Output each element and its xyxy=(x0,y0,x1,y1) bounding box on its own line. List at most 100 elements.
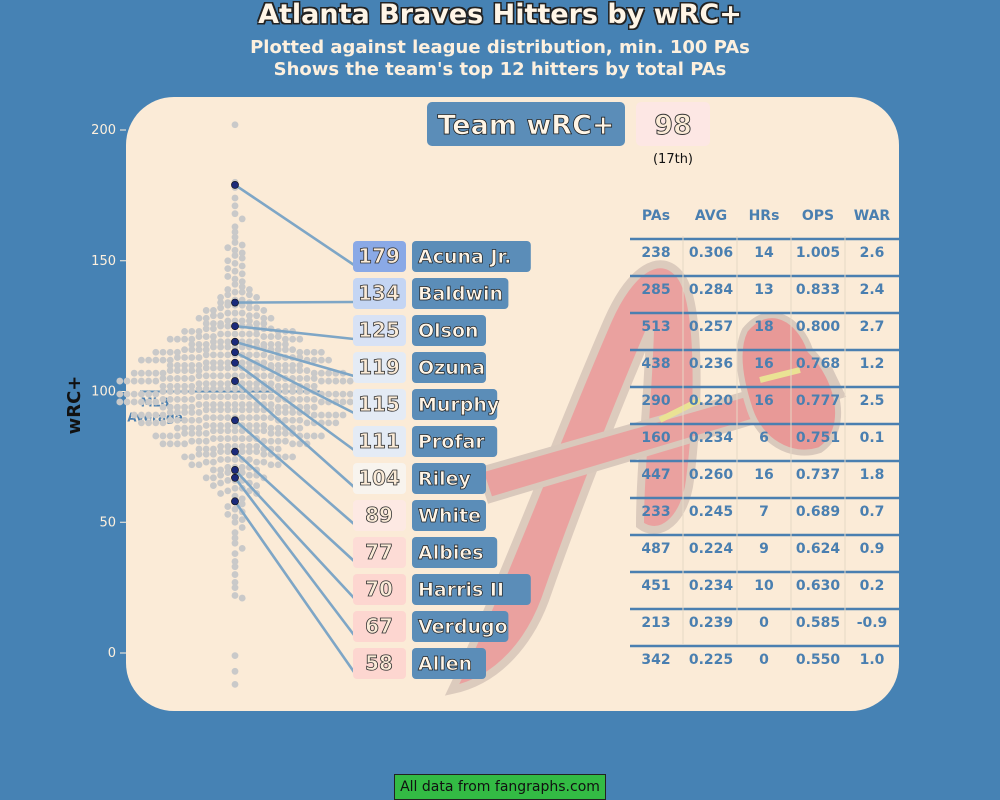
player-wrc-box xyxy=(353,315,406,346)
league-point xyxy=(274,437,282,445)
league-point xyxy=(166,432,174,440)
league-point xyxy=(188,453,196,461)
player-point xyxy=(231,322,239,331)
league-point xyxy=(260,314,268,322)
league-point xyxy=(238,524,246,531)
league-point xyxy=(238,283,246,291)
league-point xyxy=(253,414,260,422)
league-point xyxy=(267,393,275,401)
league-point xyxy=(166,335,174,343)
league-point xyxy=(231,401,239,408)
league-point xyxy=(253,380,260,388)
league-point xyxy=(195,341,203,348)
league-point xyxy=(267,372,275,380)
league-point xyxy=(166,440,174,448)
league-point xyxy=(310,403,318,411)
league-point xyxy=(166,348,174,356)
league-point xyxy=(210,445,217,453)
league-point xyxy=(253,330,260,338)
player-name-box xyxy=(412,611,509,642)
league-point xyxy=(332,390,340,398)
league-point xyxy=(238,288,246,296)
league-point xyxy=(231,223,239,231)
league-point xyxy=(210,325,217,333)
table-cell: 0 xyxy=(759,652,769,668)
league-point xyxy=(145,411,153,419)
table-cell: 1.005 xyxy=(796,245,840,261)
player-point xyxy=(231,358,239,367)
player-name-box xyxy=(412,537,498,568)
league-point xyxy=(130,377,138,385)
league-point xyxy=(238,262,246,270)
league-point xyxy=(174,382,181,390)
y-tick-label: 100 xyxy=(91,385,116,400)
league-point xyxy=(253,406,260,414)
league-point xyxy=(246,312,253,320)
team-wrc-rank: (17th) xyxy=(653,152,693,167)
league-point xyxy=(339,390,347,398)
league-point xyxy=(238,393,246,401)
table-cell: 6 xyxy=(759,430,769,446)
league-point xyxy=(210,401,217,408)
table-cell: 290 xyxy=(641,393,670,409)
league-point xyxy=(253,458,260,466)
league-point xyxy=(174,395,181,403)
table-cell: 0.239 xyxy=(689,615,733,631)
table-cell: 0.550 xyxy=(796,652,841,668)
league-point xyxy=(174,409,181,416)
league-point xyxy=(181,403,189,411)
league-point xyxy=(174,375,181,382)
table-cell: 0.284 xyxy=(689,282,734,298)
team-wrc-value-box xyxy=(636,102,710,146)
league-point xyxy=(217,448,225,456)
table-cell: 2.5 xyxy=(860,393,885,409)
league-point xyxy=(310,411,318,419)
league-point xyxy=(231,259,239,267)
player-wrc-box xyxy=(353,463,406,494)
league-point xyxy=(188,346,196,354)
player-name-box xyxy=(412,389,498,420)
league-point xyxy=(159,395,167,403)
league-point xyxy=(246,385,253,393)
player-connector xyxy=(234,361,355,452)
league-point xyxy=(174,388,181,395)
league-point xyxy=(159,440,167,448)
league-point xyxy=(202,307,210,314)
player-wrc-box xyxy=(353,389,406,420)
league-point xyxy=(238,414,246,422)
table-cell: 0.234 xyxy=(689,578,734,594)
league-point xyxy=(166,367,174,374)
league-point xyxy=(282,429,289,437)
league-point xyxy=(202,380,210,388)
league-point xyxy=(217,393,225,401)
league-point xyxy=(231,280,239,288)
player-wrc-value: 125 xyxy=(358,318,400,342)
league-point xyxy=(246,304,253,312)
league-point xyxy=(231,317,239,325)
league-point xyxy=(181,382,189,390)
player-wrc-value: 179 xyxy=(358,244,400,268)
league-point xyxy=(310,369,318,377)
league-point xyxy=(296,424,304,432)
league-point xyxy=(224,427,232,435)
league-point xyxy=(231,343,239,351)
league-point xyxy=(217,401,225,408)
table-cell: 451 xyxy=(641,578,670,594)
league-point xyxy=(253,338,260,346)
league-point xyxy=(188,375,196,382)
league-point xyxy=(224,463,232,471)
player-connector xyxy=(234,351,355,415)
league-point xyxy=(145,398,153,406)
league-point xyxy=(166,356,174,364)
league-point xyxy=(159,432,167,440)
league-point xyxy=(231,539,239,547)
player-name-box xyxy=(412,574,531,605)
team-wrc-value: 98 xyxy=(654,110,692,141)
y-tick-label: 0 xyxy=(108,646,116,661)
league-point xyxy=(238,215,246,223)
league-point xyxy=(202,359,210,367)
league-point xyxy=(289,346,296,354)
league-point xyxy=(238,406,246,414)
league-point xyxy=(274,461,282,469)
league-point xyxy=(282,409,289,416)
